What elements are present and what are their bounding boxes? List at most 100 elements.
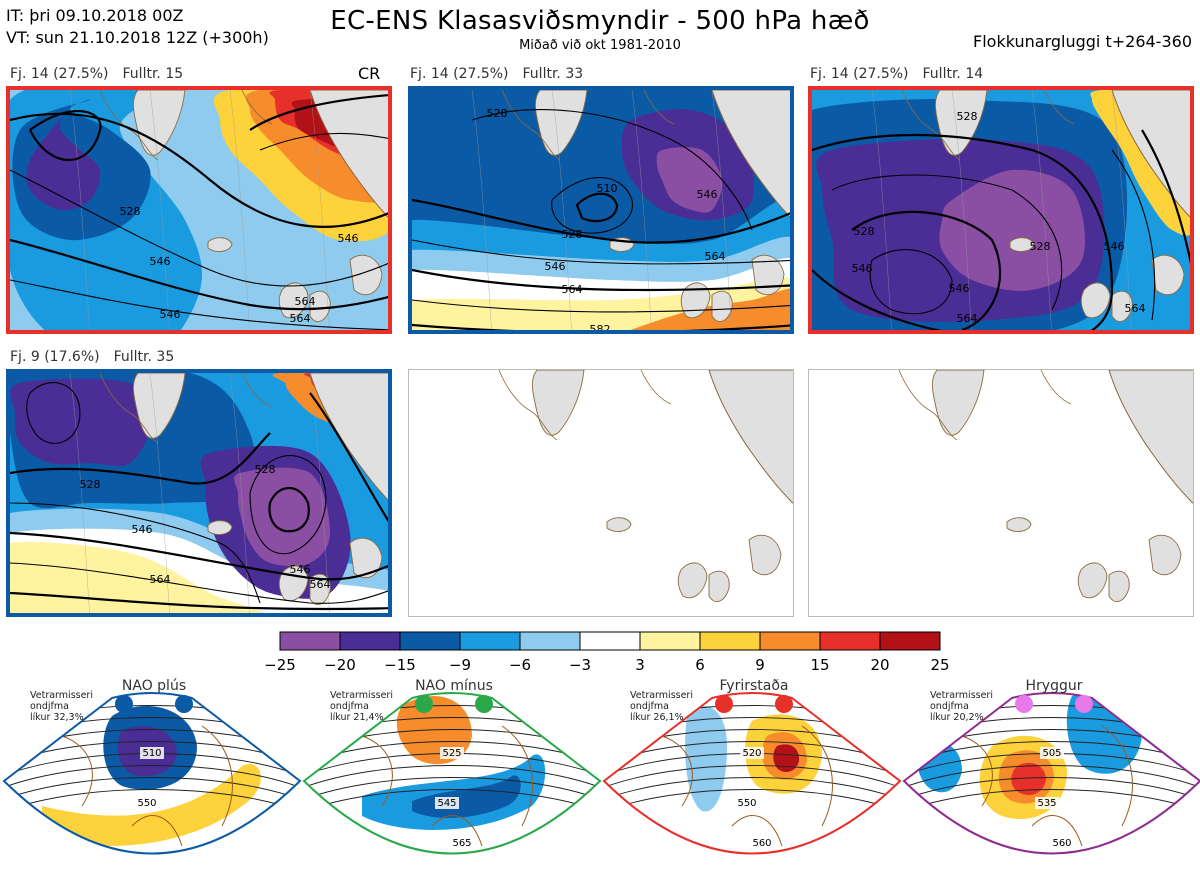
regime-note: Vetrarmisseri — [630, 690, 693, 701]
contour-label: 546 — [1104, 240, 1125, 253]
panel-1-cluster: Fj. 14 (27.5%) — [10, 66, 109, 82]
land-mass — [207, 520, 233, 535]
colorbar-tick: 20 — [870, 656, 889, 674]
contour-label: 546 — [132, 523, 153, 536]
panel-4-representative: Fulltr. 35 — [113, 349, 175, 365]
regime-name: Hryggur — [1026, 678, 1083, 694]
regime-contour-label: 510 — [142, 748, 161, 759]
land-mass — [1151, 254, 1185, 296]
contour-label: 582 — [590, 323, 611, 334]
colorbar-tick: 25 — [930, 656, 949, 674]
graticule-line — [229, 373, 250, 613]
regime-note: Vetrarmisseri — [30, 690, 93, 701]
regime-anomaly — [1011, 762, 1046, 796]
colorbar-swatch — [279, 631, 341, 651]
regime-note: líkur 26,1% — [630, 712, 684, 723]
regime-marker — [475, 695, 493, 713]
colorbar-swatch — [639, 631, 701, 651]
land-mass — [531, 370, 585, 436]
land-mass — [748, 534, 782, 576]
contour-label: 564 — [1125, 302, 1146, 315]
land-mass — [931, 370, 985, 436]
regime-coastline — [961, 725, 1133, 847]
coastline — [309, 90, 388, 218]
regime-contour-label: 505 — [1042, 748, 1061, 759]
regime-contour — [304, 765, 600, 789]
coastline — [1043, 90, 1075, 125]
coastline — [643, 90, 675, 125]
panel-4-label: Fj. 9 (17.6%) Fulltr. 35 — [10, 349, 188, 365]
land-mass — [1111, 290, 1133, 322]
height-contour — [412, 198, 790, 244]
regime-coastline — [61, 725, 233, 847]
regime-outline — [302, 692, 602, 855]
colorbar-tick: −9 — [449, 656, 471, 674]
graticule-line — [551, 90, 572, 330]
panel-3-cluster: Fj. 14 (27.5%) — [810, 66, 909, 82]
regime-outline — [602, 692, 902, 855]
coastline — [498, 370, 558, 441]
land-mass — [677, 562, 708, 599]
regime-contour-label: 560 — [1052, 838, 1071, 849]
colorbar-swatch — [879, 631, 941, 651]
height-contour — [26, 382, 81, 444]
regime-note: ondjfma — [330, 701, 369, 712]
contour-label: 564 — [310, 578, 331, 591]
cluster-window-label: Flokkunargluggi t+264-360 — [973, 32, 1192, 51]
coastline — [99, 90, 159, 161]
regime-name: NAO mínus — [415, 678, 493, 694]
regime-outline — [2, 692, 302, 855]
contour-label: 564 — [705, 250, 726, 263]
colorbar-tick: −20 — [324, 656, 356, 674]
coastline — [898, 370, 958, 441]
regime-name: NAO plús — [122, 678, 186, 694]
colorbar-tick: −6 — [509, 656, 531, 674]
colorbar-tick: 15 — [810, 656, 829, 674]
graticule-line — [792, 90, 794, 334]
regime-coastline — [661, 725, 833, 847]
regime-marker — [175, 695, 193, 713]
contour-label: 546 — [949, 282, 970, 295]
regime-marker — [1075, 695, 1093, 713]
regime-row: 510 550 NAO plús Vetrarmisseri ondjfma líkur … — [0, 676, 1200, 871]
regime-note: ondjfma — [30, 701, 69, 712]
panel-2-cluster: Fj. 14 (27.5%) — [410, 66, 509, 82]
coastline — [241, 373, 273, 408]
contour-label: 528 — [255, 463, 276, 476]
regime-contour — [4, 789, 300, 813]
land-mass — [132, 373, 186, 439]
graticule-line — [631, 90, 652, 330]
graticule-line — [711, 90, 732, 330]
regime-marker — [115, 695, 133, 713]
regime-note: Vetrarmisseri — [930, 690, 993, 701]
contour-label: 528 — [562, 228, 583, 241]
land-mass — [708, 570, 730, 602]
regime-contour — [904, 777, 1200, 801]
contour-label: 564 — [150, 573, 171, 586]
panel-3-representative: Fulltr. 14 — [922, 66, 984, 82]
contour-label: 546 — [338, 232, 359, 245]
regime-contour-label: 560 — [752, 838, 771, 849]
contour-label: 546 — [697, 188, 718, 201]
coastline — [711, 90, 790, 218]
colorbar-tick: −15 — [384, 656, 416, 674]
height-contour — [412, 268, 790, 292]
height-contour — [551, 177, 633, 234]
height-contour — [10, 502, 261, 604]
height-contour — [10, 169, 388, 287]
empty-map-6 — [808, 369, 1194, 617]
regime-diagram: 525 545 565 NAO mínus Vetrarmisseriondjfmalí… — [302, 678, 602, 855]
height-contour — [268, 487, 310, 533]
height-contour — [309, 392, 388, 523]
contour-label: 528 — [487, 107, 508, 120]
regime-note: ondjfma — [630, 701, 669, 712]
contour-label: 564 — [295, 295, 316, 308]
valid-time: VT: sun 21.10.2018 12Z (+300h) — [6, 28, 269, 47]
coastline — [1108, 370, 1193, 504]
regime-contour-label: 520 — [742, 748, 761, 759]
colorbar-swatch — [819, 631, 881, 651]
coastline — [708, 370, 793, 504]
graticule-line — [390, 90, 392, 334]
regime-contour-label: 565 — [452, 838, 471, 849]
height-contour — [575, 192, 619, 223]
